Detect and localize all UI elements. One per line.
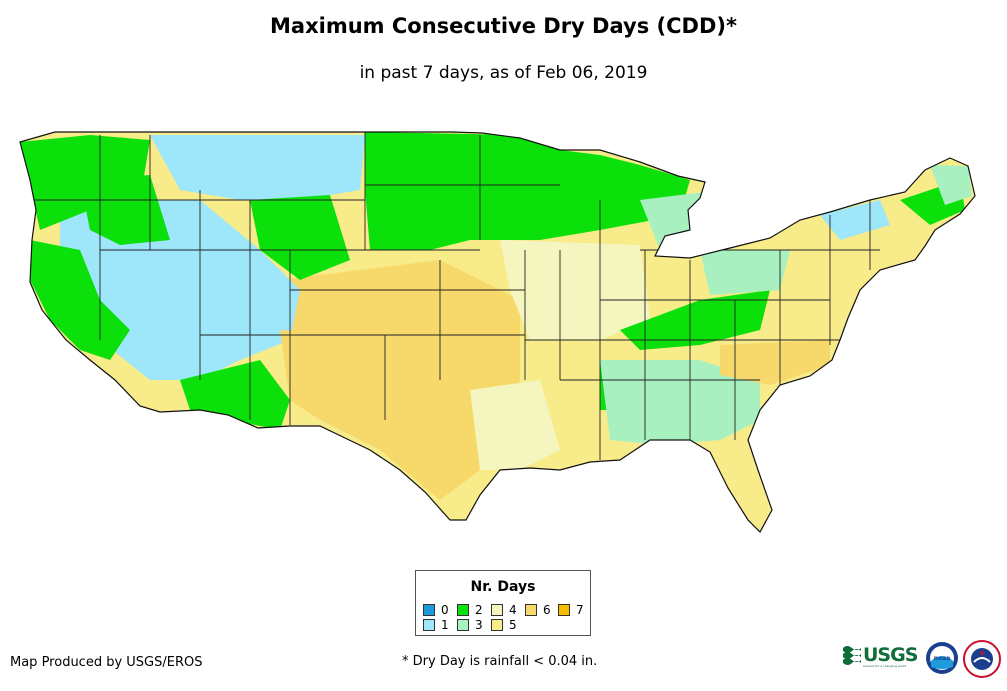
state-boundaries (20, 132, 880, 460)
legend-label-6: 6 (543, 603, 551, 617)
legend-swatch-5 (491, 619, 503, 631)
legend-label-3: 3 (475, 618, 483, 632)
legend-title: Nr. Days (470, 579, 536, 595)
region-2-ohio-valley (620, 290, 770, 350)
legend-swatch-4 (491, 604, 503, 616)
usgs-logo: USGS science for a changing world (843, 642, 919, 668)
region-6-southwest (280, 330, 385, 425)
legend-item-6: 6 (525, 603, 551, 617)
nws-logo-icon (963, 640, 1001, 678)
legend-item-0: 0 (423, 603, 449, 617)
usgs-tagline: science for a changing world (863, 664, 907, 668)
legend-label-5: 5 (509, 618, 517, 632)
region-2-rockies (250, 195, 350, 280)
region-6-carolinas (720, 340, 830, 385)
usgs-wordmark: USGS (863, 644, 918, 666)
legend-item-7: 7 (558, 603, 584, 617)
region-2-idaho (80, 175, 170, 245)
legend-item-3: 3 (457, 618, 483, 632)
legend-label-2: 2 (475, 603, 483, 617)
legend-item-2: 2 (457, 603, 483, 617)
legend-label-7: 7 (576, 603, 584, 617)
legend-swatch-7 (558, 604, 570, 616)
region-2-northern-plains (365, 132, 690, 250)
region-1-montana (150, 135, 365, 200)
dry-day-footnote: * Dry Day is rainfall < 0.04 in. (402, 654, 598, 669)
region-1-new-york (820, 200, 890, 240)
map-subtitle: in past 7 days, as of Feb 06, 2019 (359, 63, 648, 83)
region-3-southeast (600, 360, 760, 445)
region-4-midwest (500, 240, 650, 340)
map-title: Maximum Consecutive Dry Days (CDD)* (270, 14, 737, 38)
legend: Nr. Days 0 1 2 3 4 5 6 7 (415, 570, 591, 636)
legend-swatch-0 (423, 604, 435, 616)
legend-item-4: 4 (491, 603, 517, 617)
legend-item-5: 5 (491, 618, 517, 632)
region-4-texas-east (470, 380, 560, 470)
noaa-label: noaa (934, 655, 951, 662)
conus-dry-days-map (19, 131, 976, 533)
producer-credit: Map Produced by USGS/EROS (10, 655, 203, 670)
legend-label-0: 0 (441, 603, 449, 617)
legend-label-1: 1 (441, 618, 449, 632)
legend-label-4: 4 (509, 603, 517, 617)
region-3-maine (930, 165, 972, 205)
legend-item-1: 1 (423, 618, 449, 632)
noaa-logo-icon: noaa (926, 642, 958, 674)
legend-swatch-3 (457, 619, 469, 631)
legend-swatch-2 (457, 604, 469, 616)
legend-swatch-6 (525, 604, 537, 616)
region-6-southern-plains (280, 260, 520, 500)
usgs-wave-icon (843, 646, 861, 665)
region-3-appalachia (700, 250, 790, 295)
region-2-california (30, 240, 130, 360)
legend-swatch-1 (423, 619, 435, 631)
